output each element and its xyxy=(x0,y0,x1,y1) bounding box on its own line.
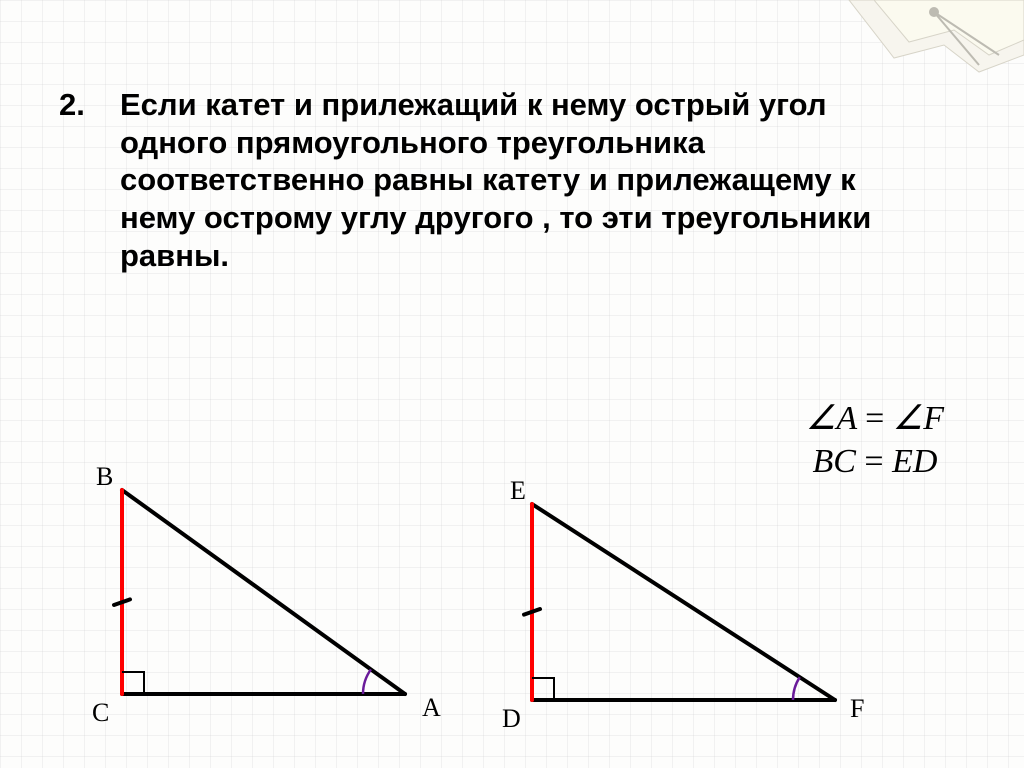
equation-angles: ∠A = ∠F xyxy=(806,398,944,441)
label-B: B xyxy=(96,462,113,492)
label-D: D xyxy=(502,704,521,734)
eq1-rhs: ∠F xyxy=(893,400,944,437)
label-C: C xyxy=(92,698,109,728)
corner-decoration xyxy=(824,0,1024,90)
triangle-left xyxy=(70,484,450,744)
label-E: E xyxy=(510,476,526,506)
theorem-heading: 2. Если катет и прилежащий к нему острый… xyxy=(62,86,932,275)
label-F: F xyxy=(850,694,864,724)
eq1-lhs: ∠A xyxy=(806,400,857,437)
heading-number: 2. xyxy=(59,87,85,122)
eq1-sign: = xyxy=(865,400,884,437)
heading-text: Если катет и прилежащий к нему острый уг… xyxy=(62,86,932,275)
label-A: A xyxy=(422,693,441,723)
triangle-right xyxy=(480,484,880,744)
diagrams-area: B C A E D F xyxy=(40,470,980,760)
